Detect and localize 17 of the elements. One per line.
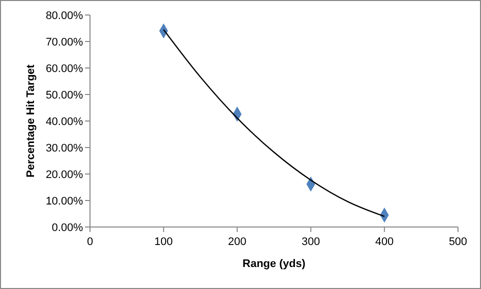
y-tick-label: 70.00% [46, 36, 84, 48]
y-tick-label: 20.00% [46, 168, 84, 181]
y-tick-label: 10.00% [46, 195, 84, 208]
x-tick-label: 300 [302, 236, 320, 248]
y-axis-title: Percentage Hit Target [25, 64, 37, 178]
x-tick-label: 500 [448, 236, 468, 248]
x-tick-label: 400 [375, 236, 394, 248]
x-tick-label: 100 [154, 236, 173, 248]
x-tick-label: 0 [86, 236, 94, 248]
y-tick-label: 0.00% [52, 222, 84, 234]
x-axis-title: Range (yds) [242, 258, 306, 270]
y-tick-label: 50.00% [46, 89, 84, 102]
y-tick-label: 40.00% [46, 116, 84, 128]
y-tick-label: 60.00% [46, 62, 84, 75]
y-tick-label: 30.00% [46, 142, 84, 154]
y-tick-label: 80.00% [46, 10, 84, 22]
x-tick-label: 200 [228, 236, 246, 248]
